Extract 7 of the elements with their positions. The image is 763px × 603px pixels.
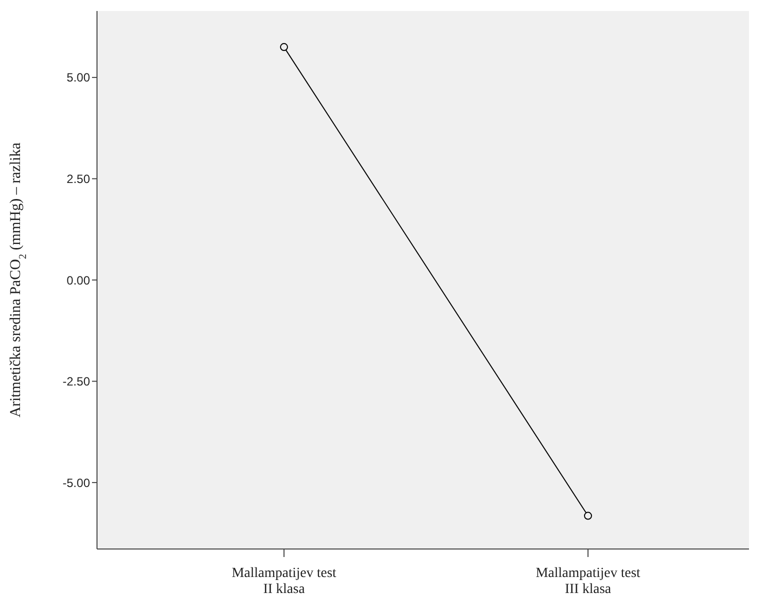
y-tick-label: -5.00 bbox=[62, 476, 90, 490]
y-tick-label: 2.50 bbox=[66, 172, 90, 186]
y-tick-label: -2.50 bbox=[62, 374, 90, 389]
x-tick-label: Mallampatijev test II klasa bbox=[232, 566, 336, 597]
y-tick-label: 5.00 bbox=[66, 70, 90, 85]
x-tick-label: Mallampatijev test III klasa bbox=[536, 566, 640, 597]
y-tick-label: 0.00 bbox=[66, 273, 90, 288]
